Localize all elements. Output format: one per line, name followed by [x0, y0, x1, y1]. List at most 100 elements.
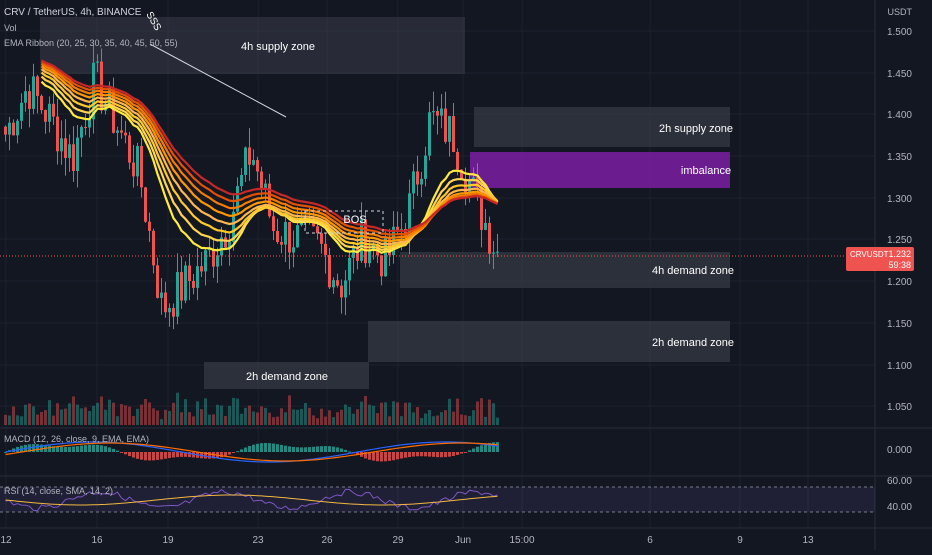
price-axis[interactable]: 1.500 1.450 1.400 1.350 1.300 1.250 1.20… — [887, 27, 912, 413]
candle[interactable] — [200, 266, 203, 272]
candle[interactable] — [276, 231, 279, 242]
candle[interactable] — [68, 144, 71, 158]
demand-zone-4h[interactable] — [400, 252, 730, 288]
candle[interactable] — [324, 243, 327, 255]
candle[interactable] — [172, 308, 175, 317]
candle[interactable] — [460, 169, 463, 179]
candle[interactable] — [152, 230, 155, 266]
candle[interactable] — [264, 183, 267, 189]
candle[interactable] — [272, 216, 275, 232]
candle[interactable] — [296, 225, 299, 248]
candle[interactable] — [288, 221, 291, 253]
candle[interactable] — [412, 171, 415, 194]
candle[interactable] — [420, 178, 423, 185]
candle[interactable] — [132, 162, 135, 177]
candle[interactable] — [476, 177, 479, 188]
candle[interactable] — [144, 187, 147, 222]
candle[interactable] — [224, 237, 227, 248]
candle[interactable] — [444, 108, 447, 142]
candle[interactable] — [148, 221, 151, 231]
imbalance-zone[interactable] — [470, 152, 730, 188]
candle[interactable] — [204, 250, 207, 272]
candle[interactable] — [256, 160, 259, 172]
candle[interactable] — [240, 174, 243, 187]
candle[interactable] — [16, 120, 19, 136]
candle[interactable] — [128, 135, 131, 163]
candle[interactable] — [140, 146, 143, 188]
candle[interactable] — [212, 249, 215, 267]
candle[interactable] — [284, 221, 287, 245]
candle[interactable] — [180, 272, 183, 301]
candle[interactable] — [452, 116, 455, 152]
candle[interactable] — [184, 265, 187, 301]
ema-ribbon-label[interactable]: EMA Ribbon (20, 25, 30, 35, 40, 45, 50, … — [4, 38, 178, 48]
candle[interactable] — [48, 103, 51, 122]
candle[interactable] — [492, 252, 495, 254]
candle[interactable] — [396, 226, 399, 232]
candle[interactable] — [220, 237, 223, 256]
candle[interactable] — [208, 249, 211, 251]
candle[interactable] — [64, 138, 67, 158]
candle[interactable] — [4, 126, 7, 135]
last-price-tag[interactable] — [846, 247, 914, 271]
candle[interactable] — [136, 146, 139, 177]
candle[interactable] — [192, 280, 195, 288]
candle[interactable] — [120, 130, 123, 133]
candle[interactable] — [176, 272, 179, 317]
candle[interactable] — [36, 76, 39, 96]
candle[interactable] — [312, 221, 315, 227]
candle[interactable] — [164, 292, 167, 313]
time-axis[interactable]: 12 16 19 23 26 29 Jun 15:00 6 9 13 — [0, 535, 814, 546]
supply-zone-2h[interactable] — [474, 107, 730, 147]
vol-label[interactable]: Vol — [4, 23, 17, 33]
candle[interactable] — [236, 186, 239, 212]
candle[interactable] — [440, 108, 443, 116]
candle[interactable] — [32, 76, 35, 109]
candle[interactable] — [436, 111, 439, 116]
candle[interactable] — [428, 112, 431, 156]
candle[interactable] — [232, 211, 235, 242]
candle[interactable] — [248, 147, 251, 165]
candle[interactable] — [332, 280, 335, 288]
candle[interactable] — [80, 126, 83, 138]
candle[interactable] — [408, 193, 411, 237]
candle[interactable] — [448, 116, 451, 142]
candle[interactable] — [60, 138, 63, 152]
candle[interactable] — [260, 171, 263, 189]
candle[interactable] — [216, 255, 219, 267]
candle[interactable] — [480, 187, 483, 230]
candle[interactable] — [320, 233, 323, 244]
candle[interactable] — [12, 122, 15, 136]
candle[interactable] — [336, 280, 339, 286]
candle[interactable] — [340, 285, 343, 298]
trendline[interactable] — [149, 43, 287, 118]
candle[interactable] — [124, 132, 127, 136]
candle[interactable] — [156, 265, 159, 298]
candle[interactable] — [252, 160, 255, 165]
candle[interactable] — [456, 151, 459, 170]
candle[interactable] — [292, 247, 295, 253]
candle[interactable] — [280, 241, 283, 245]
candle[interactable] — [20, 102, 23, 121]
candle[interactable] — [384, 237, 387, 277]
candle[interactable] — [24, 91, 27, 103]
demand-zone-2h-right[interactable] — [368, 321, 730, 362]
candle[interactable] — [496, 251, 499, 253]
candle[interactable] — [168, 308, 171, 313]
demand-zone-2h-left[interactable] — [204, 362, 369, 389]
candle[interactable] — [244, 147, 247, 175]
candle[interactable] — [432, 111, 435, 113]
bos-marker[interactable] — [304, 210, 384, 234]
candle[interactable] — [328, 254, 331, 288]
candle[interactable] — [228, 241, 231, 248]
candle[interactable] — [356, 246, 359, 261]
candle[interactable] — [96, 61, 99, 63]
candle[interactable] — [28, 91, 31, 109]
candle[interactable] — [116, 130, 119, 133]
candle[interactable] — [424, 155, 427, 179]
candle[interactable] — [40, 95, 43, 111]
candle[interactable] — [196, 266, 199, 288]
candle[interactable] — [416, 171, 419, 185]
candle[interactable] — [404, 228, 407, 237]
